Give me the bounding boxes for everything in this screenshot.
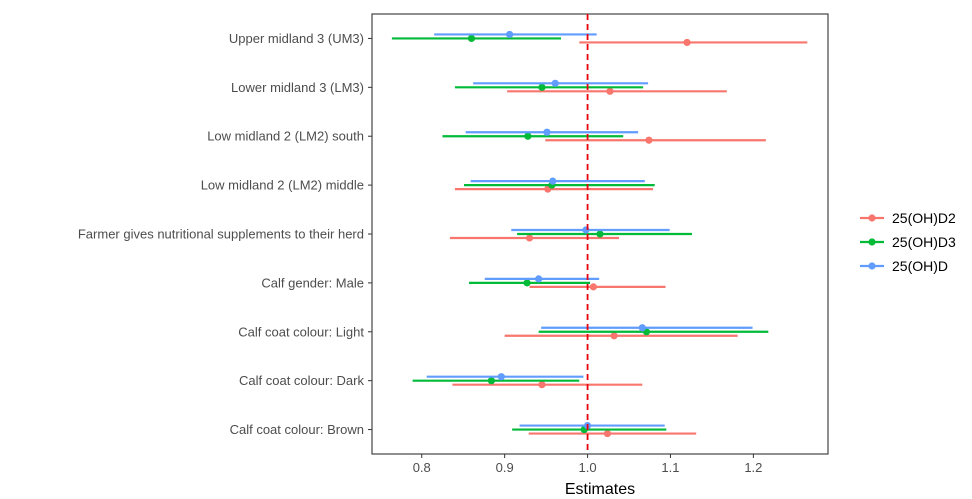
legend-label: 25(OH)D3	[892, 234, 956, 250]
x-tick-label: 0.9	[496, 460, 514, 475]
estimate-point	[523, 279, 531, 287]
estimate-point	[535, 275, 543, 283]
legend: 25(OH)D2 25(OH)D3 25(OH)D	[860, 210, 956, 274]
estimate-point	[596, 230, 604, 238]
legend-key-point	[868, 262, 876, 270]
legend-item: 25(OH)D3	[860, 234, 956, 250]
y-tick-label: Low midland 2 (LM2) middle	[201, 178, 364, 193]
series-0	[449, 38, 808, 438]
legend-label: 25(OH)D	[892, 258, 948, 274]
y-tick-label: Farmer gives nutritional supplements to …	[78, 227, 364, 242]
series-2	[426, 30, 753, 430]
legend-item: 25(OH)D	[860, 258, 948, 274]
estimate-point	[638, 324, 646, 332]
estimate-point	[524, 132, 532, 140]
estimate-point	[610, 332, 618, 340]
estimate-point	[497, 373, 505, 381]
legend-item: 25(OH)D2	[860, 210, 956, 226]
legend-label: 25(OH)D2	[892, 210, 956, 226]
y-tick-label: Calf coat colour: Dark	[239, 373, 364, 388]
x-tick-label: 1.0	[579, 460, 597, 475]
estimate-point	[549, 177, 557, 185]
estimate-point	[538, 381, 546, 389]
legend-key-point	[868, 238, 876, 246]
series-1	[391, 34, 769, 434]
y-tick-label: Calf coat colour: Brown	[230, 422, 364, 437]
x-tick-label: 0.8	[413, 460, 431, 475]
estimate-point	[467, 34, 476, 43]
estimate-point	[487, 377, 495, 385]
estimate-point	[551, 79, 559, 87]
estimate-point	[538, 83, 546, 91]
estimate-point	[506, 30, 514, 39]
y-tick-label: Upper midland 3 (UM3)	[229, 31, 364, 46]
y-tick-label: Low midland 2 (LM2) south	[207, 129, 364, 144]
y-tick-label: Calf coat colour: Light	[238, 324, 364, 339]
estimate-point	[683, 38, 691, 47]
x-tick-label: 1.2	[744, 460, 762, 475]
x-axis: 0.8 0.9 1.0 1.1 1.2	[413, 454, 762, 475]
x-tick-label: 1.1	[661, 460, 679, 475]
y-tick-label: Lower midland 3 (LM3)	[231, 80, 364, 95]
y-axis-labels: Upper midland 3 (UM3) Lower midland 3 (LM…	[78, 31, 372, 437]
plot-area	[371, 13, 829, 455]
estimate-point	[606, 87, 614, 95]
y-tick-label: Calf gender: Male	[261, 275, 364, 290]
estimate-point	[543, 128, 551, 136]
legend-key-point	[868, 214, 876, 222]
estimate-point	[589, 283, 597, 291]
estimate-point	[603, 429, 612, 438]
estimate-point	[645, 136, 653, 144]
estimate-point	[525, 234, 534, 242]
x-axis-title: Estimates	[565, 481, 635, 498]
